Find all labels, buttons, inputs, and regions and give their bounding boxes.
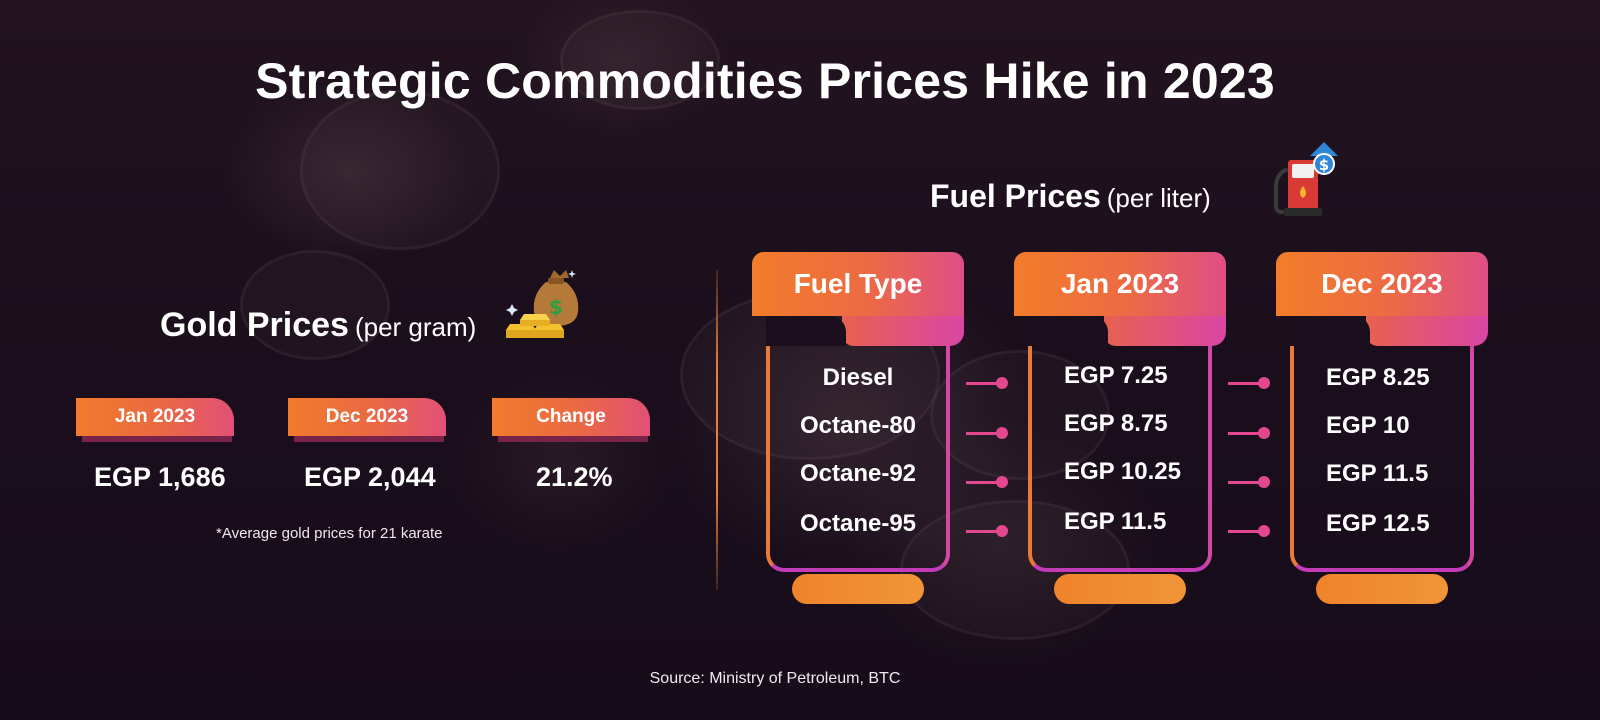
fuel-pump-price-up-icon: $ (1274, 142, 1338, 216)
row-connector (966, 427, 1008, 439)
column-header: Jan 2023 (1014, 252, 1226, 316)
gold-tab-dec-2023: Dec 2023 (288, 398, 448, 444)
gold-tab-label: Dec 2023 (288, 398, 446, 436)
header-notch (766, 316, 846, 346)
page-title: Strategic Commodities Prices Hike in 202… (255, 53, 1275, 109)
row-connector (1228, 427, 1270, 439)
header-notch (1290, 316, 1370, 346)
background-coin (240, 250, 390, 360)
fuel-type-column: Fuel Type Diesel Octane-80 Octane-92 Oct… (752, 252, 964, 604)
fuel-type-octane-95: Octane-95 (799, 510, 917, 537)
dec-price-diesel: EGP 8.25 (1326, 364, 1430, 391)
gold-subtitle: (per gram) (354, 312, 477, 342)
header-tab-step (842, 310, 964, 346)
row-connector (1228, 525, 1270, 537)
jan-2023-column: Jan 2023 EGP 7.25 EGP 8.75 EGP 10.25 EGP… (1014, 252, 1226, 604)
section-divider (716, 270, 718, 590)
gold-tab-change: Change (492, 398, 652, 444)
row-connector (1228, 476, 1270, 488)
gold-tab-label: Jan 2023 (76, 398, 234, 436)
background-coin (930, 350, 1110, 480)
column-header: Fuel Type (752, 252, 964, 316)
row-connector (1228, 377, 1270, 389)
column-footer-pill (1316, 574, 1448, 604)
background-coin (300, 90, 500, 250)
fuel-section-title: Fuel Prices (per liter) (930, 178, 1211, 215)
gold-tab-label: Change (492, 398, 650, 436)
dec-price-octane-80: EGP 10 (1326, 412, 1410, 439)
jan-price-octane-92: EGP 10.25 (1064, 458, 1181, 485)
row-connector (966, 377, 1008, 389)
column-footer-pill (792, 574, 924, 604)
svg-text:$: $ (1319, 156, 1329, 174)
row-connector (966, 476, 1008, 488)
fuel-type-diesel: Diesel (822, 364, 894, 391)
dec-2023-column: Dec 2023 EGP 8.25 EGP 10 EGP 11.5 EGP 12… (1276, 252, 1488, 604)
column-footer-pill (1054, 574, 1186, 604)
fuel-subtitle: (per liter) (1106, 183, 1211, 213)
fuel-title: Fuel Prices (930, 178, 1101, 214)
dec-price-octane-95: EGP 12.5 (1326, 510, 1430, 537)
fuel-type-octane-92: Octane-92 (799, 460, 917, 487)
gold-bars-money-bag-icon: $ (506, 270, 579, 338)
svg-text:$: $ (549, 295, 563, 319)
gold-value-jan-2023: EGP 1,686 (94, 462, 226, 492)
gold-value-change: 21.2% (536, 462, 613, 492)
header-notch (1028, 316, 1108, 346)
source-note: Source: Ministry of Petroleum, BTC (649, 670, 901, 687)
dec-price-octane-92: EGP 11.5 (1326, 460, 1429, 487)
fuel-type-octane-80: Octane-80 (799, 412, 917, 439)
jan-price-octane-95: EGP 11.5 (1064, 508, 1167, 535)
row-connector (966, 525, 1008, 537)
gold-section-title: Gold Prices (per gram) (160, 306, 476, 345)
gold-footnote: *Average gold prices for 21 karate (216, 525, 443, 542)
background-coin (560, 10, 720, 110)
gold-title: Gold Prices (160, 306, 349, 344)
header-tab-step (1366, 310, 1488, 346)
gold-value-dec-2023: EGP 2,044 (304, 462, 436, 492)
jan-price-octane-80: EGP 8.75 (1064, 410, 1168, 437)
jan-price-diesel: EGP 7.25 (1064, 362, 1168, 389)
column-header: Dec 2023 (1276, 252, 1488, 316)
gold-tab-jan-2023: Jan 2023 (76, 398, 236, 444)
header-tab-step (1104, 310, 1226, 346)
